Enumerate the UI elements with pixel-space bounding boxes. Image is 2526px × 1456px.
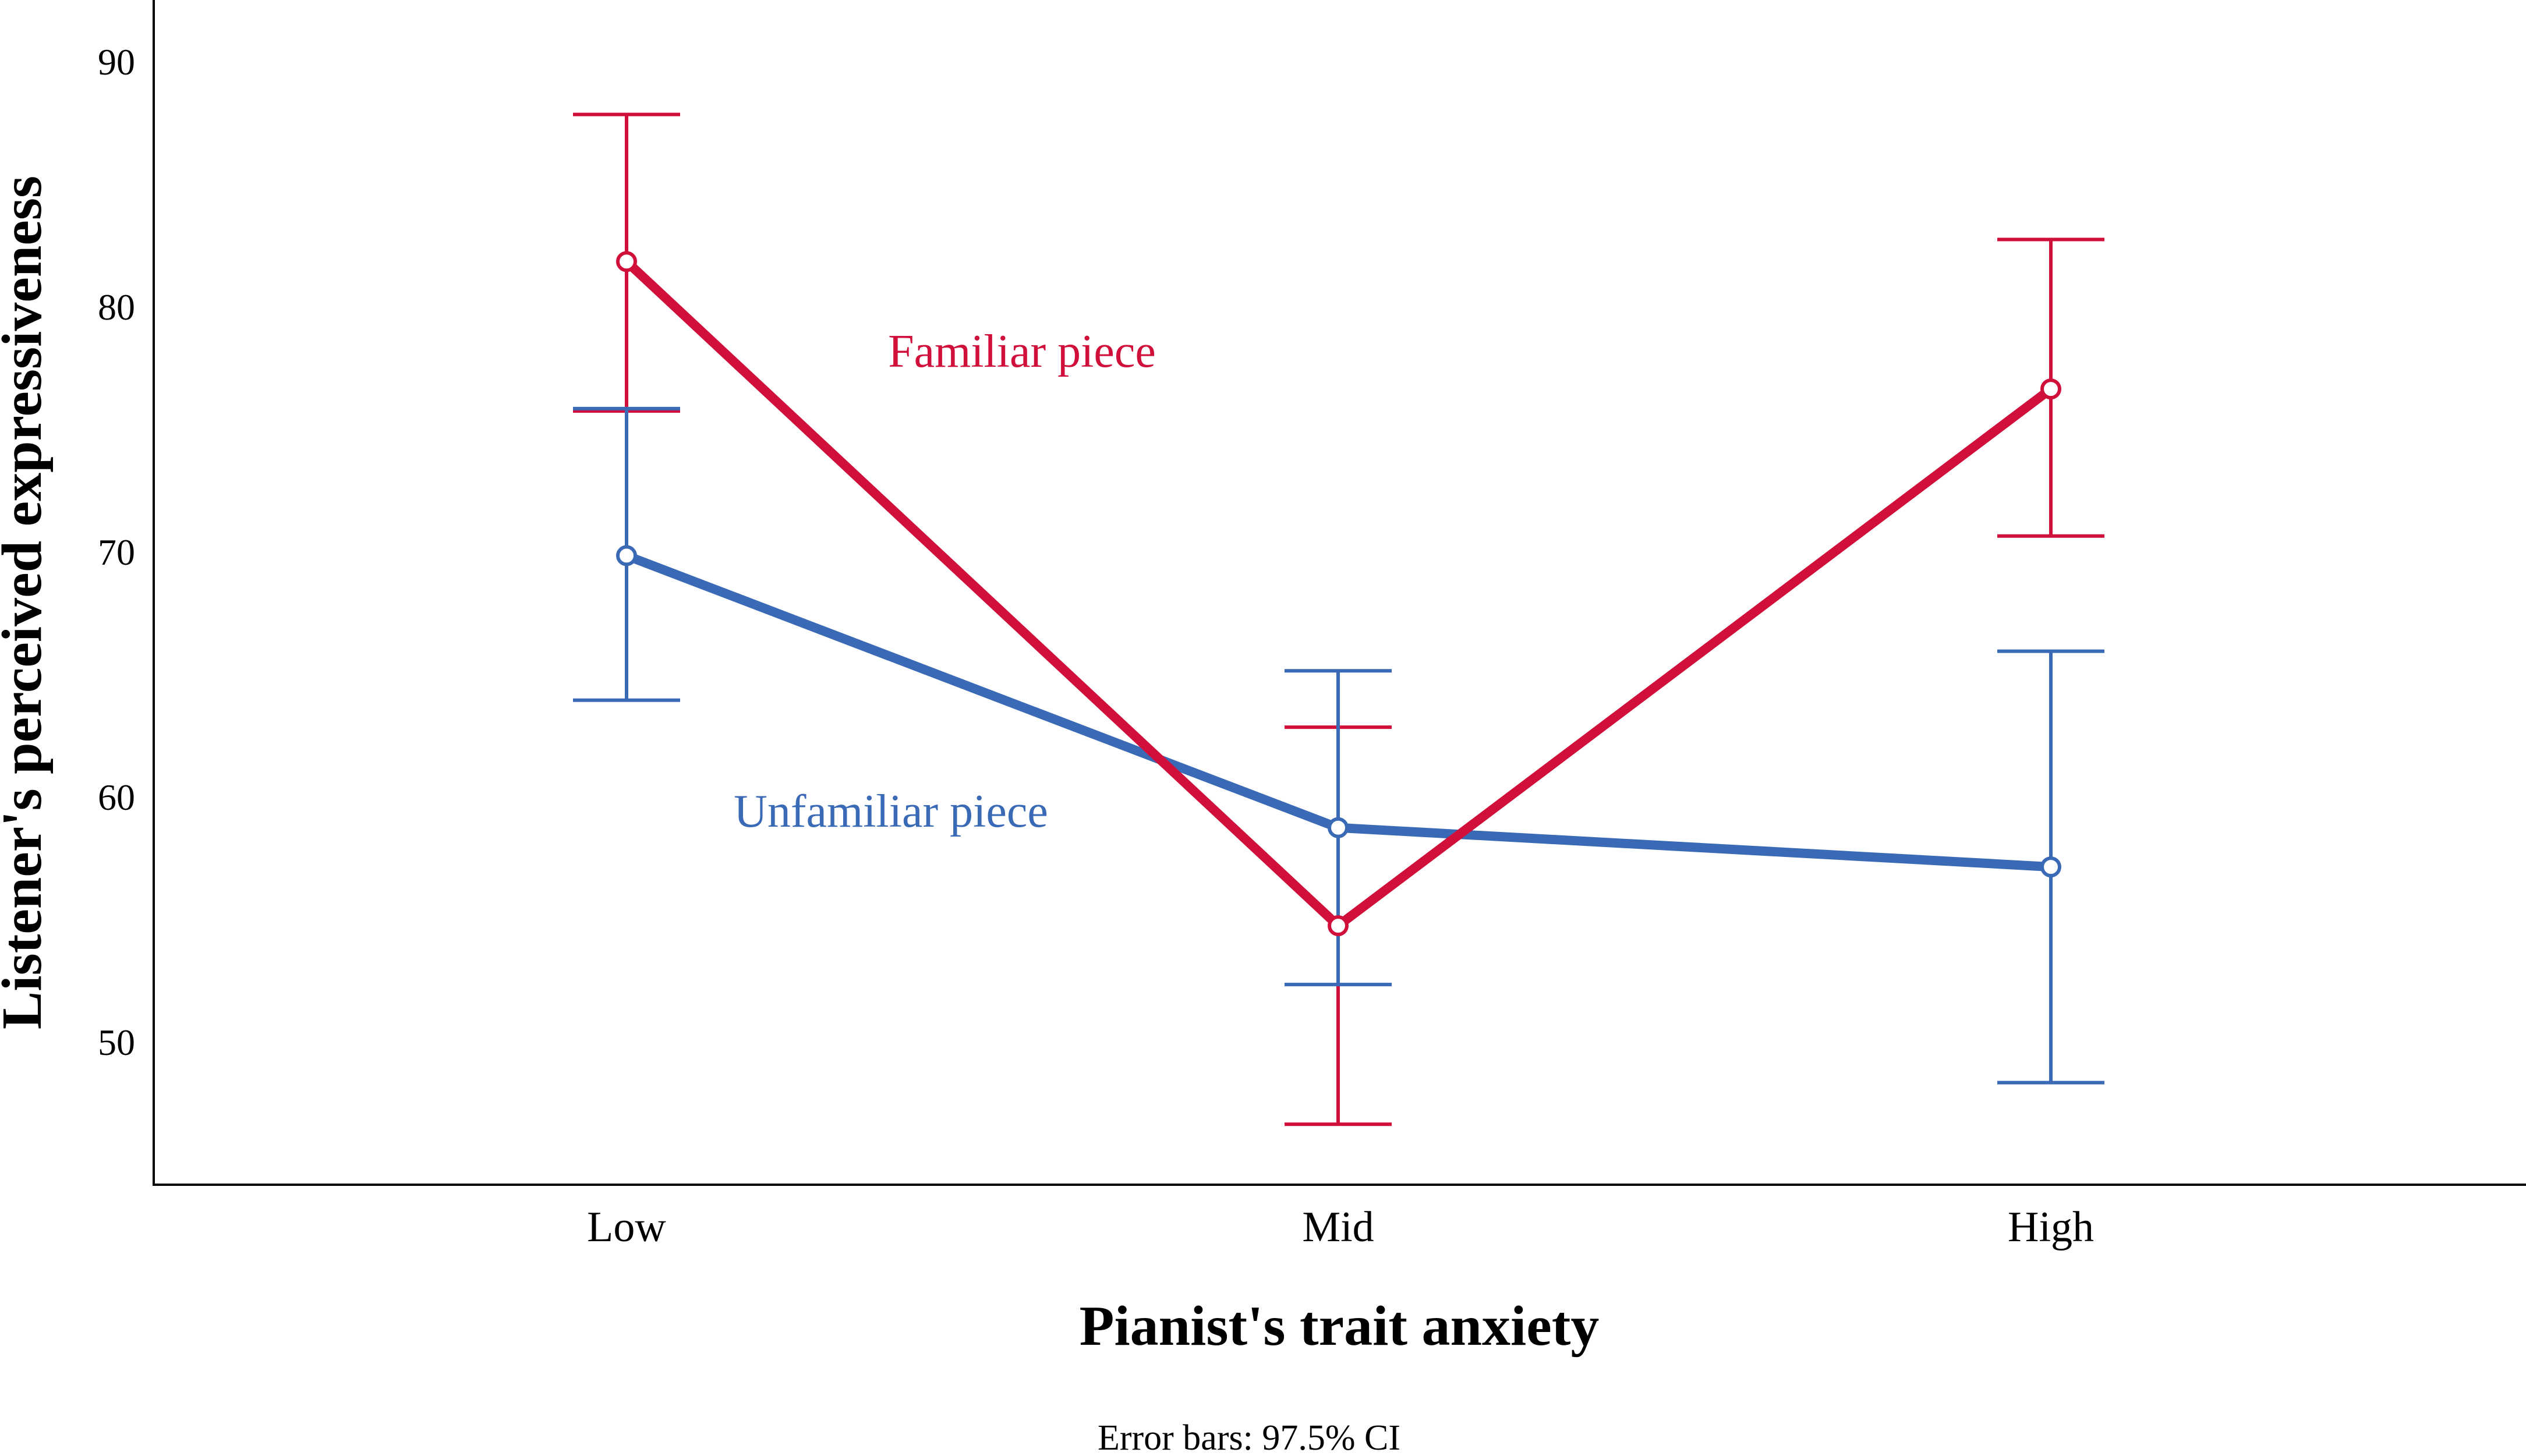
data-point-familiar [2040, 378, 2061, 400]
y-tick-label: 50 [98, 1022, 135, 1063]
data-point-familiar [616, 251, 637, 272]
y-tick-label: 70 [98, 532, 135, 573]
x-tick-label: High [2008, 1203, 2094, 1251]
data-point-unfamiliar [616, 545, 637, 566]
y-tick-labels: 50 60 70 80 90 [98, 41, 135, 1063]
data-point-familiar [1328, 915, 1349, 937]
data-point-unfamiliar [1328, 817, 1349, 838]
x-tick-labels: Low Mid High [587, 1203, 2094, 1251]
series-layer [573, 112, 2104, 1126]
series-label-unfamiliar: Unfamiliar piece [734, 786, 1048, 837]
y-tick-label: 90 [98, 41, 135, 83]
x-tick-label: Mid [1302, 1203, 1374, 1251]
error-bar-note: Error bars: 97.5% CI [1098, 1418, 1400, 1456]
y-tick-label: 80 [98, 286, 135, 328]
error-bars-unfamiliar [573, 406, 2104, 1085]
series-label-familiar: Familiar piece [888, 326, 1156, 377]
x-axis-title: Pianist's trait anxiety [1080, 1295, 1600, 1358]
x-tick-label: Low [587, 1203, 666, 1251]
y-axis-title: Listener's perceived expressiveness [0, 176, 54, 1029]
y-tick-label: 60 [98, 777, 135, 818]
data-point-unfamiliar [2040, 856, 2061, 878]
axes [153, 0, 2526, 1186]
